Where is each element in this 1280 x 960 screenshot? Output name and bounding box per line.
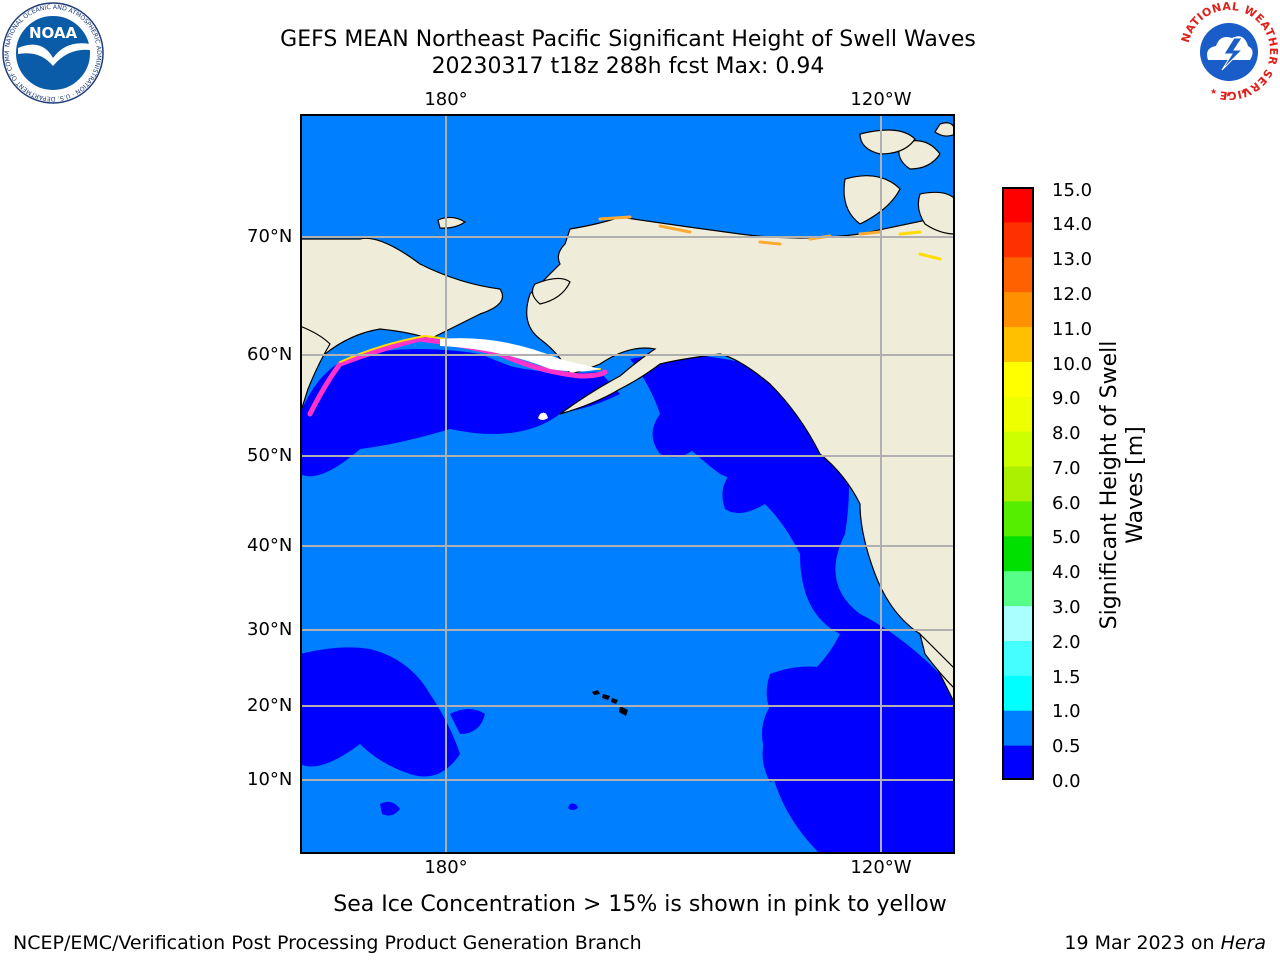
colorbar-segment xyxy=(1002,570,1034,607)
lat-label-40n: 40°N xyxy=(247,535,293,556)
colorbar-segment xyxy=(1002,640,1034,676)
lat-label-60n: 60°N xyxy=(247,344,293,365)
lat-label-50n: 50°N xyxy=(247,445,293,466)
colorbar-segment xyxy=(1002,326,1034,362)
colorbar-segment xyxy=(1002,187,1034,223)
colorbar-segment xyxy=(1002,745,1034,780)
colorbar-segment xyxy=(1002,466,1034,502)
map-gridlines xyxy=(300,114,955,854)
lon-label-bottom-120w: 120°W xyxy=(850,857,912,878)
noaa-logo: NATIONAL OCEANIC AND ATMOSPHERIC ADMINIS… xyxy=(2,2,104,104)
colorbar-tick: 10.0 xyxy=(1052,354,1093,375)
colorbar-tick: 6.0 xyxy=(1052,493,1081,514)
colorbar-tick: 1.0 xyxy=(1052,701,1081,722)
chart-title: GEFS MEAN Northeast Pacific Significant … xyxy=(280,27,976,52)
nws-logo: NATIONAL WEATHER SERVICE ★★★ xyxy=(1180,2,1278,100)
svg-text:★: ★ xyxy=(1225,90,1232,99)
colorbar-border xyxy=(1002,187,1034,780)
run-date: 19 Mar 2023 on xyxy=(1064,932,1221,954)
lon-label-bottom-180: 180° xyxy=(424,857,468,878)
lat-label-20n: 20°N xyxy=(247,695,293,716)
colorbar-segment xyxy=(1002,605,1034,641)
lon-label-top-180: 180° xyxy=(424,89,468,110)
host-name: Hera xyxy=(1220,932,1266,954)
lat-label-70n: 70°N xyxy=(247,226,293,247)
colorbar-tick: 15.0 xyxy=(1052,180,1093,201)
colorbar-tick: 1.5 xyxy=(1052,667,1081,688)
noaa-logo-text: NOAA xyxy=(29,24,78,42)
colorbar-tick: 0.5 xyxy=(1052,736,1081,757)
colorbar-tick: 4.0 xyxy=(1052,562,1081,583)
colorbar-tick: 12.0 xyxy=(1052,284,1093,305)
colorbar-segment xyxy=(1002,500,1034,537)
colorbar-tick: 13.0 xyxy=(1052,249,1093,270)
lat-label-10n: 10°N xyxy=(247,769,293,790)
colorbar-segment xyxy=(1002,396,1034,432)
colorbar-tick: 7.0 xyxy=(1052,458,1081,479)
map-border xyxy=(300,114,955,854)
colorbar-title: Significant Height of Swell Waves [m] xyxy=(1097,340,1148,630)
svg-text:★: ★ xyxy=(1240,87,1247,96)
hawaii-islands xyxy=(592,690,628,716)
colorbar-segments xyxy=(1002,187,1034,780)
colorbar-segment xyxy=(1002,535,1034,572)
sea-ice-note: Sea Ice Concentration > 15% is shown in … xyxy=(333,892,947,917)
colorbar-tick: 3.0 xyxy=(1052,597,1081,618)
run-date-info: 19 Mar 2023 on Hera xyxy=(1064,932,1266,954)
colorbar-segment xyxy=(1002,710,1034,746)
map-panel xyxy=(300,114,955,854)
low-swell-areas xyxy=(300,349,955,854)
lon-label-top-120w: 120°W xyxy=(850,89,912,110)
colorbar-segment xyxy=(1002,291,1034,328)
colorbar-segment xyxy=(1002,221,1034,258)
chart-subtitle: 20230317 t18z 288h fcst Max: 0.94 xyxy=(431,54,825,79)
colorbar-tick: 14.0 xyxy=(1052,214,1093,235)
colorbar-tick: 11.0 xyxy=(1052,319,1093,340)
colorbar-tick: 8.0 xyxy=(1052,423,1081,444)
colorbar-segment xyxy=(1002,675,1034,711)
colorbar-tick: 0.0 xyxy=(1052,771,1081,792)
branch-credit: NCEP/EMC/Verification Post Processing Pr… xyxy=(13,932,642,954)
colorbar-tick: 5.0 xyxy=(1052,527,1081,548)
colorbar-tick: 2.0 xyxy=(1052,632,1081,653)
colorbar-segment xyxy=(1002,361,1034,397)
colorbar-segment xyxy=(1002,256,1034,293)
colorbar-segment xyxy=(1002,431,1034,467)
colorbar-tick: 9.0 xyxy=(1052,388,1081,409)
colorbar xyxy=(1002,187,1034,780)
lat-label-30n: 30°N xyxy=(247,619,293,640)
svg-text:★: ★ xyxy=(1210,87,1217,96)
